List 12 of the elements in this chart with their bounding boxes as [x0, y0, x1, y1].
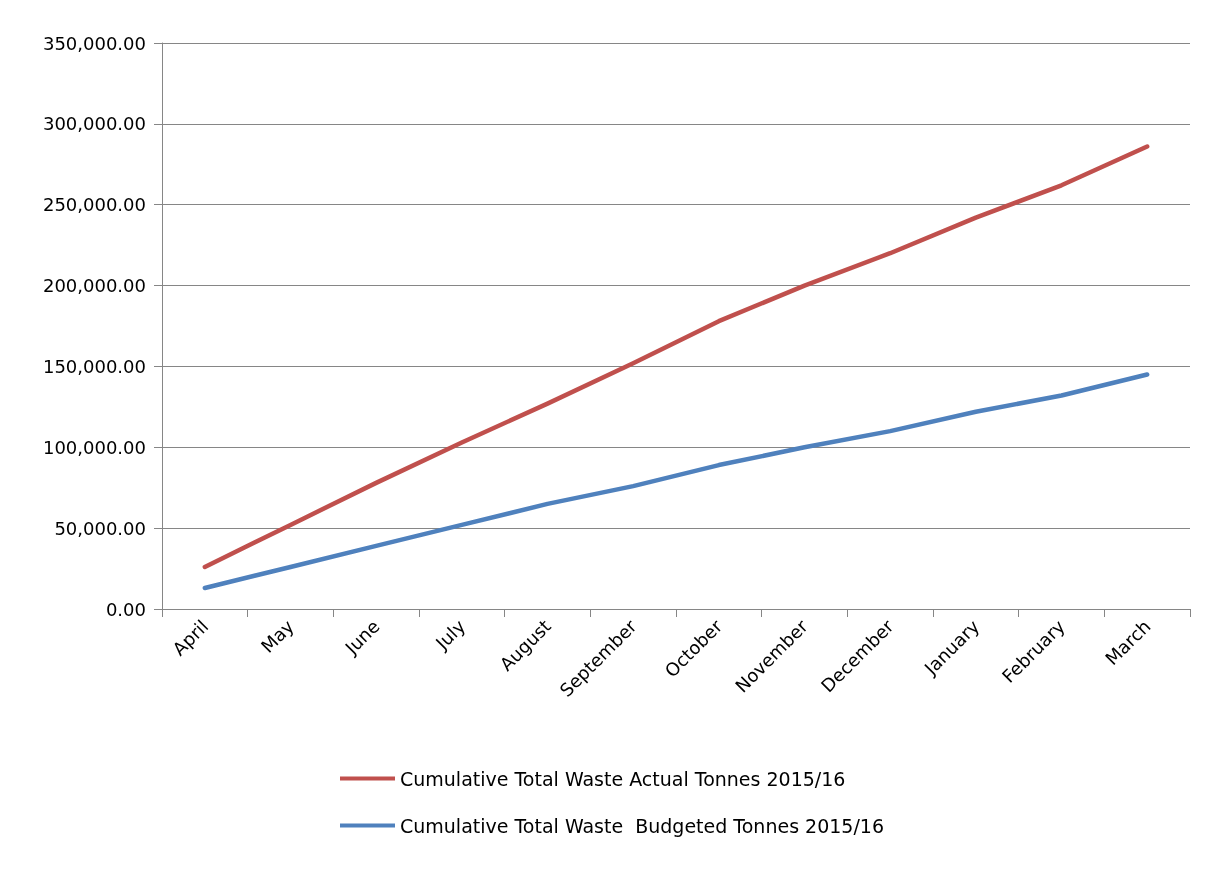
y-tick-label: 100,000.00 — [42, 436, 146, 458]
y-tick-label: 150,000.00 — [42, 355, 146, 377]
y-tick-label: 200,000.00 — [42, 275, 146, 297]
line-series — [202, 144, 1150, 570]
y-tick-label: 250,000.00 — [42, 194, 146, 216]
y-tick-label: 300,000.00 — [42, 113, 146, 135]
y-tick-label: 0.00 — [105, 598, 146, 620]
legend-label: Cumulative Total Waste Actual Tonnes 2015/16 — [400, 767, 846, 790]
y-tick-label: 350,000.00 — [42, 32, 146, 54]
line-series — [202, 372, 1150, 591]
y-tick-label: 50,000.00 — [54, 517, 146, 539]
legend-label: Cumulative Total Waste Budgeted Tonnes 2015/16 — [400, 814, 884, 837]
